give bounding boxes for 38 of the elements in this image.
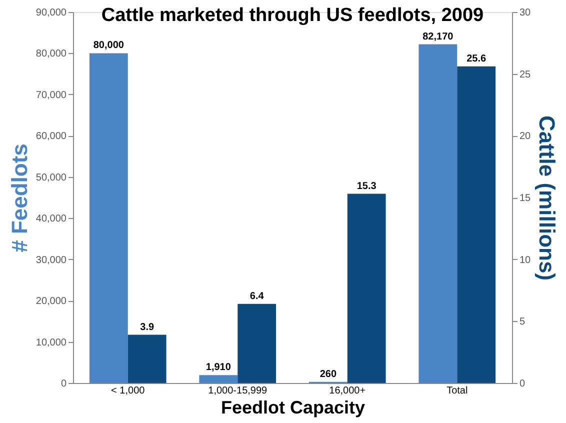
x-tick-label: 1,000-15,999 xyxy=(208,386,268,396)
y-tick-label: 60,000 xyxy=(36,131,67,142)
x-axis-title: Feedlot Capacity xyxy=(220,398,366,418)
y-tick-label: 80,000 xyxy=(36,48,67,60)
bar xyxy=(347,194,386,383)
data-label: 80,000 xyxy=(93,40,124,52)
y-tick-label: 90,000 xyxy=(36,8,67,18)
y2-tick-label: 0 xyxy=(520,378,526,390)
x-tick-label: 16,000+ xyxy=(329,386,366,396)
y-axis-title: # Feedlots xyxy=(6,144,32,252)
y-tick-label: 40,000 xyxy=(36,214,67,225)
data-label: 1,910 xyxy=(206,362,232,374)
bar xyxy=(238,304,276,383)
data-label: 6.4 xyxy=(250,290,264,302)
data-label: 3.9 xyxy=(140,322,154,333)
data-label: 82,170 xyxy=(422,31,454,42)
data-label: 260 xyxy=(320,368,337,380)
y2-tick-label: 5 xyxy=(520,316,526,328)
y-tick-label: 70,000 xyxy=(36,90,67,101)
x-tick-label: < 1,000 xyxy=(111,386,146,396)
bar xyxy=(199,375,238,383)
y-tick-label: 10,000 xyxy=(36,337,67,348)
y-tick-label: 50,000 xyxy=(36,172,67,184)
y-tick-label: 0 xyxy=(60,378,67,390)
y2-tick-label: 25 xyxy=(520,69,532,80)
y2-tick-label: 10 xyxy=(520,254,532,266)
y2-tick-label: 15 xyxy=(520,193,532,204)
y-tick-label: 20,000 xyxy=(36,296,67,308)
y2-tick-label: 20 xyxy=(520,131,532,142)
bar xyxy=(128,334,166,383)
y-tick-label: 30,000 xyxy=(36,254,67,266)
data-label: 15.3 xyxy=(356,180,377,192)
chart-title: Cattle marketed through US feedlots, 2009 xyxy=(101,5,484,26)
data-label: 25.6 xyxy=(466,53,486,64)
bar xyxy=(89,53,128,383)
x-tick-label: Total xyxy=(446,386,468,396)
y2-axis-title: Cattle (millions) xyxy=(534,115,560,281)
y2-tick-label: 30 xyxy=(520,8,532,18)
